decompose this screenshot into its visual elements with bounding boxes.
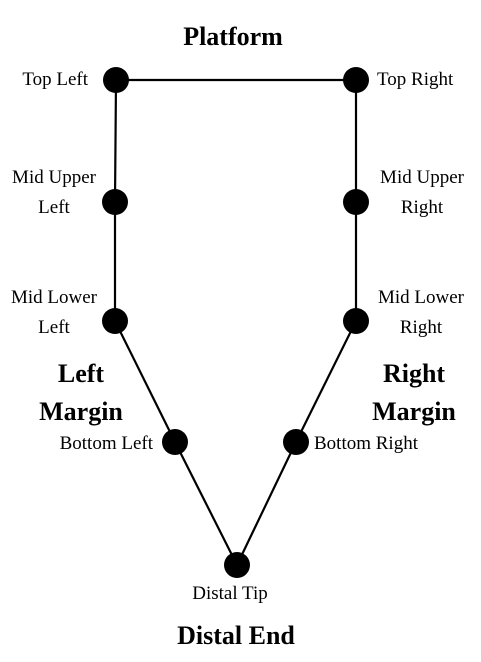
node-mid-lower-left <box>102 308 128 334</box>
edge-mid-lower-right-to-bottom-right <box>294 319 358 444</box>
left-margin-title-line-2: Margin <box>39 397 123 426</box>
right-margin-title-line-2: Margin <box>372 397 456 426</box>
edge-bottom-right-to-distal-tip <box>235 440 298 567</box>
distal-end-title: Distal End <box>177 621 295 650</box>
label-bottom-left: Bottom Left <box>60 433 154 454</box>
point-labels-layer: Top Left Top Right Mid Upper Left Mid Upper R… <box>11 69 465 604</box>
node-top-right <box>343 67 369 93</box>
edge-top-left-to-mid-upper-left <box>113 78 118 204</box>
left-margin-title-line-1: Left <box>58 359 105 388</box>
platform-title: Platform <box>183 22 283 51</box>
label-mid-lower-right-line-1: Mid Lower <box>378 287 465 308</box>
label-mid-upper-right-line-1: Mid Upper <box>380 167 465 188</box>
label-mid-lower-left-line-1: Mid Lower <box>11 287 98 308</box>
edges-layer <box>113 78 358 567</box>
edge-bottom-left-to-distal-tip <box>173 440 239 567</box>
label-top-left: Top Left <box>22 69 88 90</box>
nodes-layer <box>102 67 369 578</box>
label-bottom-right: Bottom Right <box>314 433 419 454</box>
node-mid-upper-right <box>343 189 369 215</box>
label-top-right: Top Right <box>377 69 454 90</box>
node-distal-tip <box>224 552 250 578</box>
label-mid-lower-left-line-2: Left <box>38 317 70 338</box>
edge-mid-lower-left-to-bottom-left <box>113 319 177 444</box>
label-mid-upper-left-line-2: Left <box>38 197 70 218</box>
label-mid-upper-left-line-1: Mid Upper <box>12 167 97 188</box>
right-margin-title-line-1: Right <box>383 359 445 388</box>
label-mid-upper-right-line-2: Right <box>401 197 444 218</box>
label-mid-lower-right-line-2: Right <box>400 317 443 338</box>
node-top-left <box>103 67 129 93</box>
section-titles: Platform Left Margin Right Margin Distal… <box>39 22 456 650</box>
node-mid-upper-left <box>102 189 128 215</box>
label-distal-tip: Distal Tip <box>192 583 268 604</box>
node-bottom-left <box>162 429 188 455</box>
node-mid-lower-right <box>343 308 369 334</box>
node-bottom-right <box>283 429 309 455</box>
